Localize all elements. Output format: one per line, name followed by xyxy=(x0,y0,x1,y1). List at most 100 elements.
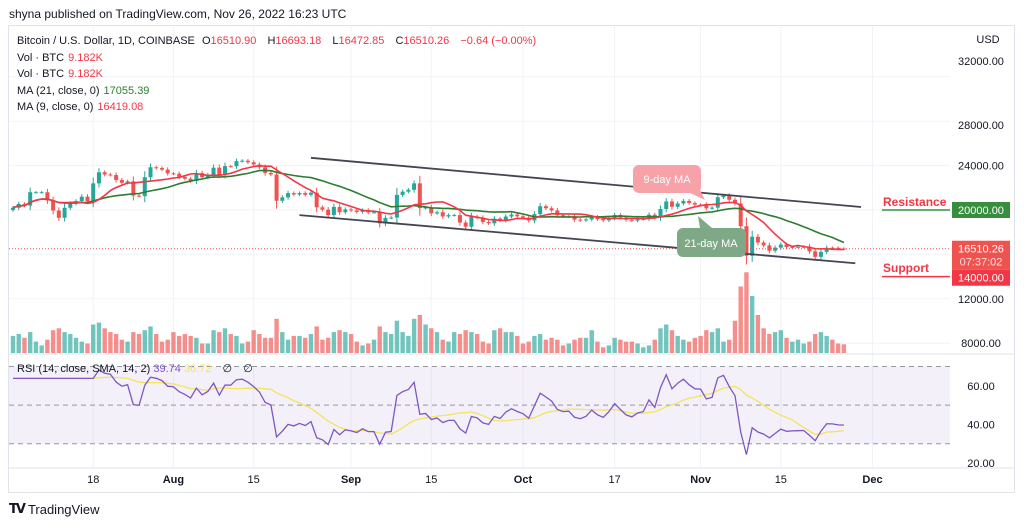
symbol-name: Bitcoin / U.S. Dollar, 1D, COINBASE xyxy=(17,35,195,47)
volume-bar xyxy=(348,334,354,353)
volume-bar xyxy=(612,337,617,353)
volume-bar xyxy=(320,339,325,353)
volume-label: Vol · BTC xyxy=(17,51,65,64)
rsi-axis-tick: 60.00 xyxy=(967,381,995,393)
volume-bar xyxy=(268,337,274,353)
candle-body xyxy=(314,192,319,208)
volume-legend-2[interactable]: Vol · BTC 9.182K xyxy=(17,66,540,83)
close-value: 16510.26 xyxy=(403,35,450,47)
volume-bar xyxy=(807,341,812,353)
volume-bar xyxy=(755,315,761,353)
ma9-legend[interactable]: MA (9, close, 0) 16419.08 xyxy=(17,99,540,116)
candle-body xyxy=(280,197,285,201)
candle-body xyxy=(509,214,514,217)
time-axis-tick: Sep xyxy=(341,474,361,486)
ma9-value: 16419.08 xyxy=(97,101,144,113)
candle-body xyxy=(710,207,715,209)
candle-body xyxy=(486,221,491,224)
candle-body xyxy=(400,191,405,195)
candle-body xyxy=(452,215,457,217)
volume-bar xyxy=(245,341,251,353)
volume-bar xyxy=(354,341,359,353)
ma21-legend[interactable]: MA (21, close, 0) 17055.39 xyxy=(17,83,540,100)
candle-body xyxy=(119,180,124,183)
volume-bar xyxy=(360,345,365,353)
volume-value: 9.182K xyxy=(68,51,103,64)
volume-bar xyxy=(578,337,583,353)
candle-body xyxy=(750,236,755,256)
candle-body xyxy=(371,212,376,214)
rsi-legend[interactable]: RSI (14, close, SMA, 14, 2) 39.74 36.72 … xyxy=(17,362,253,375)
volume-legend-1[interactable]: Vol · BTC 9.182K xyxy=(17,50,540,67)
change-value: −0.64 (−0.00%) xyxy=(460,35,537,47)
volume-bar xyxy=(85,343,90,353)
volume-bar xyxy=(526,341,531,353)
volume-bar xyxy=(635,343,640,353)
candle-body xyxy=(796,246,801,248)
candle-body xyxy=(303,193,308,195)
candle-body xyxy=(268,172,273,175)
volume-bar xyxy=(257,334,262,353)
candle-body xyxy=(131,181,136,196)
volume-bar xyxy=(125,341,130,353)
candle-body xyxy=(555,210,560,216)
candle-body xyxy=(744,226,749,256)
candle-body xyxy=(326,209,331,215)
volume-bar xyxy=(543,339,549,353)
volume-bar xyxy=(709,332,715,353)
volume-bar xyxy=(274,318,279,353)
volume-bar xyxy=(560,345,566,353)
resistance-label: Resistance xyxy=(883,195,947,209)
candle-body xyxy=(561,215,566,217)
volume-bar xyxy=(10,335,16,353)
volume-bar xyxy=(795,339,801,353)
volume-bar xyxy=(452,332,457,353)
volume-bar xyxy=(417,315,423,353)
volume-bar xyxy=(692,337,698,353)
volume-bar xyxy=(388,334,394,353)
open-label: O xyxy=(201,35,211,47)
volume-bar xyxy=(572,339,577,353)
symbol-legend[interactable]: Bitcoin / U.S. Dollar, 1D, COINBASE O 165… xyxy=(17,33,540,50)
volume-bar xyxy=(813,334,818,353)
countdown-text: 07:37:02 xyxy=(960,257,1003,269)
volume-bar xyxy=(142,330,147,353)
volume-bar xyxy=(555,339,560,353)
volume-bar xyxy=(331,332,337,353)
volume-bar xyxy=(818,332,824,353)
candle-body xyxy=(767,245,772,251)
volume-bar xyxy=(474,334,480,353)
support-label: Support xyxy=(883,261,929,275)
volume-bar xyxy=(211,330,216,353)
price-axis-tick: 32000.00 xyxy=(958,56,1004,68)
volume-bar xyxy=(767,334,772,353)
channel-line-upper xyxy=(310,156,862,208)
candle-body xyxy=(492,218,497,224)
volume-bar xyxy=(377,326,382,353)
volume-bar xyxy=(532,335,537,353)
candle-body xyxy=(389,217,394,219)
time-axis-tick: Aug xyxy=(163,474,184,486)
candle-body xyxy=(538,206,543,215)
candle-body xyxy=(738,203,743,227)
candle-body xyxy=(154,167,159,169)
volume-bar xyxy=(56,328,62,353)
candle-body xyxy=(692,203,697,205)
volume-bar xyxy=(240,343,245,353)
candle-body xyxy=(354,210,359,212)
tradingview-footer[interactable]: 𝗧𝗩 TradingView xyxy=(9,501,99,517)
candle-body xyxy=(96,172,101,184)
candle-body xyxy=(297,193,302,195)
ma9-callout-text: 9-day MA xyxy=(643,174,691,186)
price-axis-tick: 12000.00 xyxy=(958,294,1004,306)
volume-bar xyxy=(406,335,411,353)
candle-body xyxy=(114,175,119,181)
volume-bar xyxy=(744,272,749,353)
volume-bar xyxy=(778,330,784,353)
candle-body xyxy=(664,201,669,210)
volume-bar xyxy=(509,332,514,353)
volume-bar xyxy=(675,335,680,353)
rsi-extra-value: ∅ xyxy=(222,363,233,375)
volume-bar xyxy=(646,345,652,353)
